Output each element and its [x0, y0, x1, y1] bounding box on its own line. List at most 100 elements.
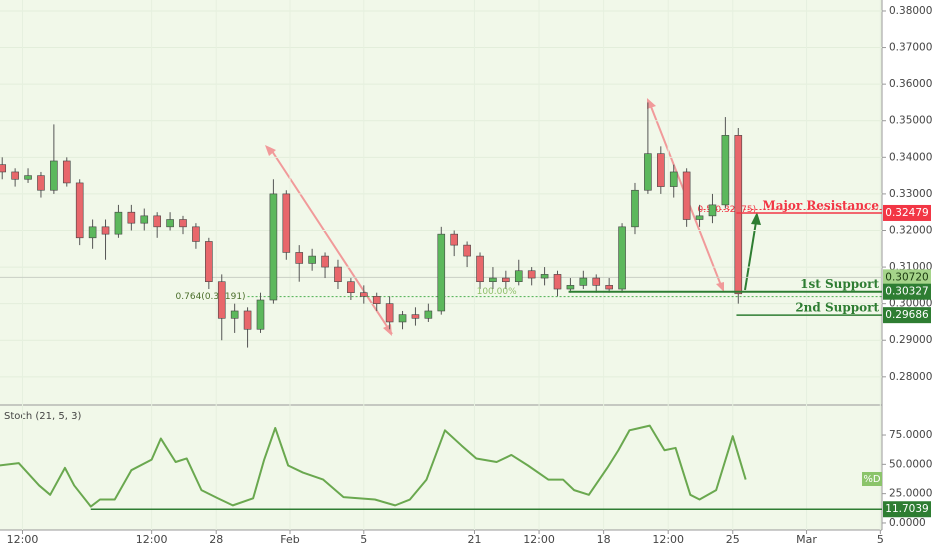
- y-tick-label: 0.37000: [889, 42, 932, 54]
- candle-body: [62, 160, 71, 184]
- candle-body: [359, 292, 368, 297]
- y-tick-label: 75.0000: [889, 429, 932, 441]
- arrow-head: [716, 282, 724, 292]
- candle-body: [514, 270, 523, 283]
- candle-body: [398, 314, 407, 323]
- candle-body: [708, 204, 717, 217]
- x-tick-label: Feb: [280, 533, 299, 546]
- x-tick-label: 12:00: [7, 533, 39, 546]
- legend-badge-bg: [862, 472, 882, 486]
- candle-body: [282, 193, 291, 253]
- candle-body: [153, 215, 161, 228]
- y-tick-label: 0.38000: [889, 5, 932, 17]
- x-tick-label: 21: [467, 533, 481, 546]
- y-tick-label: 25.0000: [889, 488, 932, 500]
- candle-body: [502, 277, 510, 283]
- candle-body: [11, 171, 19, 180]
- candle-body: [669, 171, 678, 187]
- candle-body: [0, 164, 7, 173]
- candle-body: [695, 215, 704, 220]
- candle-body: [243, 310, 252, 330]
- y-tick-label: 0.30000: [889, 298, 932, 310]
- level-badge-bg: [883, 307, 931, 324]
- candle-body: [114, 211, 123, 235]
- x-tick-label: 12:00: [523, 533, 555, 546]
- stoch-level-badge: 11.7039: [885, 503, 928, 515]
- candle-body: [140, 215, 149, 224]
- candle-body: [424, 310, 433, 319]
- candle-body: [527, 270, 536, 279]
- arrow-head: [647, 98, 656, 109]
- candle-body: [605, 285, 613, 290]
- candle-body: [644, 153, 652, 191]
- candle-body: [450, 233, 458, 246]
- candle-body: [269, 193, 278, 301]
- candle-body: [385, 303, 394, 323]
- x-tick-label: 5: [360, 533, 367, 546]
- candle-body: [566, 285, 575, 290]
- x-tick-label: 5: [877, 533, 884, 546]
- arrow-head: [265, 145, 276, 156]
- level-badge: 0.29686: [885, 309, 929, 321]
- candle-body: [205, 241, 213, 283]
- level-badge-bg: [883, 283, 931, 300]
- candle-body: [592, 277, 601, 286]
- candle-body: [631, 189, 639, 228]
- candle-body: [334, 266, 342, 283]
- x-tick-label: 12:00: [136, 533, 168, 546]
- candle-body: [256, 299, 265, 330]
- candle-body: [372, 296, 381, 304]
- level-annotation: 100.00%: [477, 287, 517, 297]
- level-badge: 0.32479: [885, 207, 928, 219]
- last-price-badge-bg: [883, 269, 931, 286]
- legend-label: %D: [863, 474, 881, 485]
- candle-body: [489, 277, 497, 283]
- level-badge-bg: [883, 204, 931, 221]
- stoch-line: [0, 424, 747, 508]
- candle-body: [347, 281, 355, 293]
- level-label: Major Resistance: [762, 198, 879, 212]
- y-tick-label: 0.28000: [889, 371, 932, 383]
- candle-body: [166, 219, 174, 228]
- x-tick-label: 28: [209, 533, 223, 546]
- candle-body: [50, 160, 58, 191]
- axis-panel: [0, 530, 932, 550]
- candle-body: [192, 226, 200, 242]
- fib-label: 0.5(0.32575): [698, 205, 757, 215]
- candle-body: [88, 226, 97, 239]
- candle-body: [540, 274, 549, 279]
- y-tick-label: 50.0000: [889, 458, 932, 470]
- candle-body: [321, 255, 329, 268]
- candle-body: [127, 211, 136, 224]
- candle-body: [24, 175, 32, 180]
- y-tick-label: 0.36000: [889, 78, 932, 90]
- candle-body: [37, 175, 45, 191]
- candle-body: [75, 182, 84, 239]
- candle-body: [476, 255, 484, 283]
- candle-body: [295, 252, 304, 264]
- candle-body: [553, 274, 562, 290]
- level-label: 1st Support: [800, 277, 879, 291]
- candle-body: [618, 226, 626, 290]
- candle-body: [463, 244, 471, 257]
- level-badge: 0.30327: [885, 286, 928, 298]
- arrow: [744, 221, 757, 291]
- candle-body: [217, 281, 226, 319]
- x-tick-label: 25: [726, 533, 740, 546]
- x-tick-label: 18: [597, 533, 611, 546]
- candle-body: [101, 226, 110, 235]
- fib-label: 0.764(0.30191): [176, 292, 246, 302]
- y-tick-label: 0.33000: [889, 188, 932, 200]
- y-tick-label: 0.29000: [889, 334, 932, 346]
- arrow-head: [751, 212, 761, 225]
- candle-body: [411, 314, 420, 319]
- y-tick-label: 0.0000: [889, 517, 926, 529]
- candle-body: [308, 255, 316, 264]
- candle-body: [579, 277, 588, 286]
- candle-body: [721, 135, 730, 206]
- candle-body: [734, 135, 743, 295]
- candle-body: [657, 153, 665, 187]
- y-tick-label: 0.32000: [889, 224, 932, 236]
